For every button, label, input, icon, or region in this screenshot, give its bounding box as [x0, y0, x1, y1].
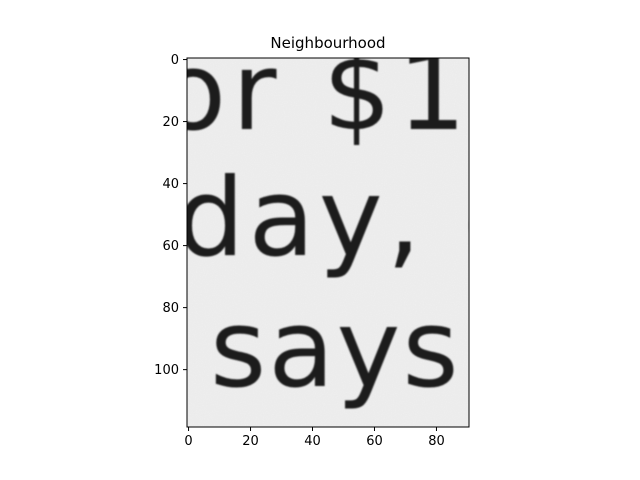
text-line-3: says: [210, 287, 461, 412]
y-tick-label: 80: [162, 301, 179, 316]
x-tick-label: 0: [184, 434, 192, 449]
y-tick-label: 40: [162, 177, 179, 192]
y-axis: 0 20 40 60 80 100: [154, 53, 187, 378]
y-tick-label: 0: [171, 53, 179, 68]
image-plot-area: or $1 day, c says: [160, 30, 527, 427]
y-tick-label: 100: [154, 363, 179, 378]
x-tick-label: 20: [242, 434, 259, 449]
axes-frame: [186, 57, 470, 428]
text-line-2: day, c: [176, 156, 527, 281]
y-tick-label: 60: [162, 239, 179, 254]
chart-title: Neighbourhood: [270, 34, 385, 52]
x-axis: 0 20 40 60 80: [184, 427, 445, 449]
x-tick-label: 40: [304, 434, 321, 449]
x-tick-label: 60: [366, 434, 383, 449]
y-tick-label: 20: [162, 115, 179, 130]
text-line-1: or $1: [160, 30, 472, 155]
paper-texture: [187, 58, 469, 427]
printed-text: or $1 day, c says: [160, 30, 527, 412]
x-tick-label: 80: [428, 434, 445, 449]
